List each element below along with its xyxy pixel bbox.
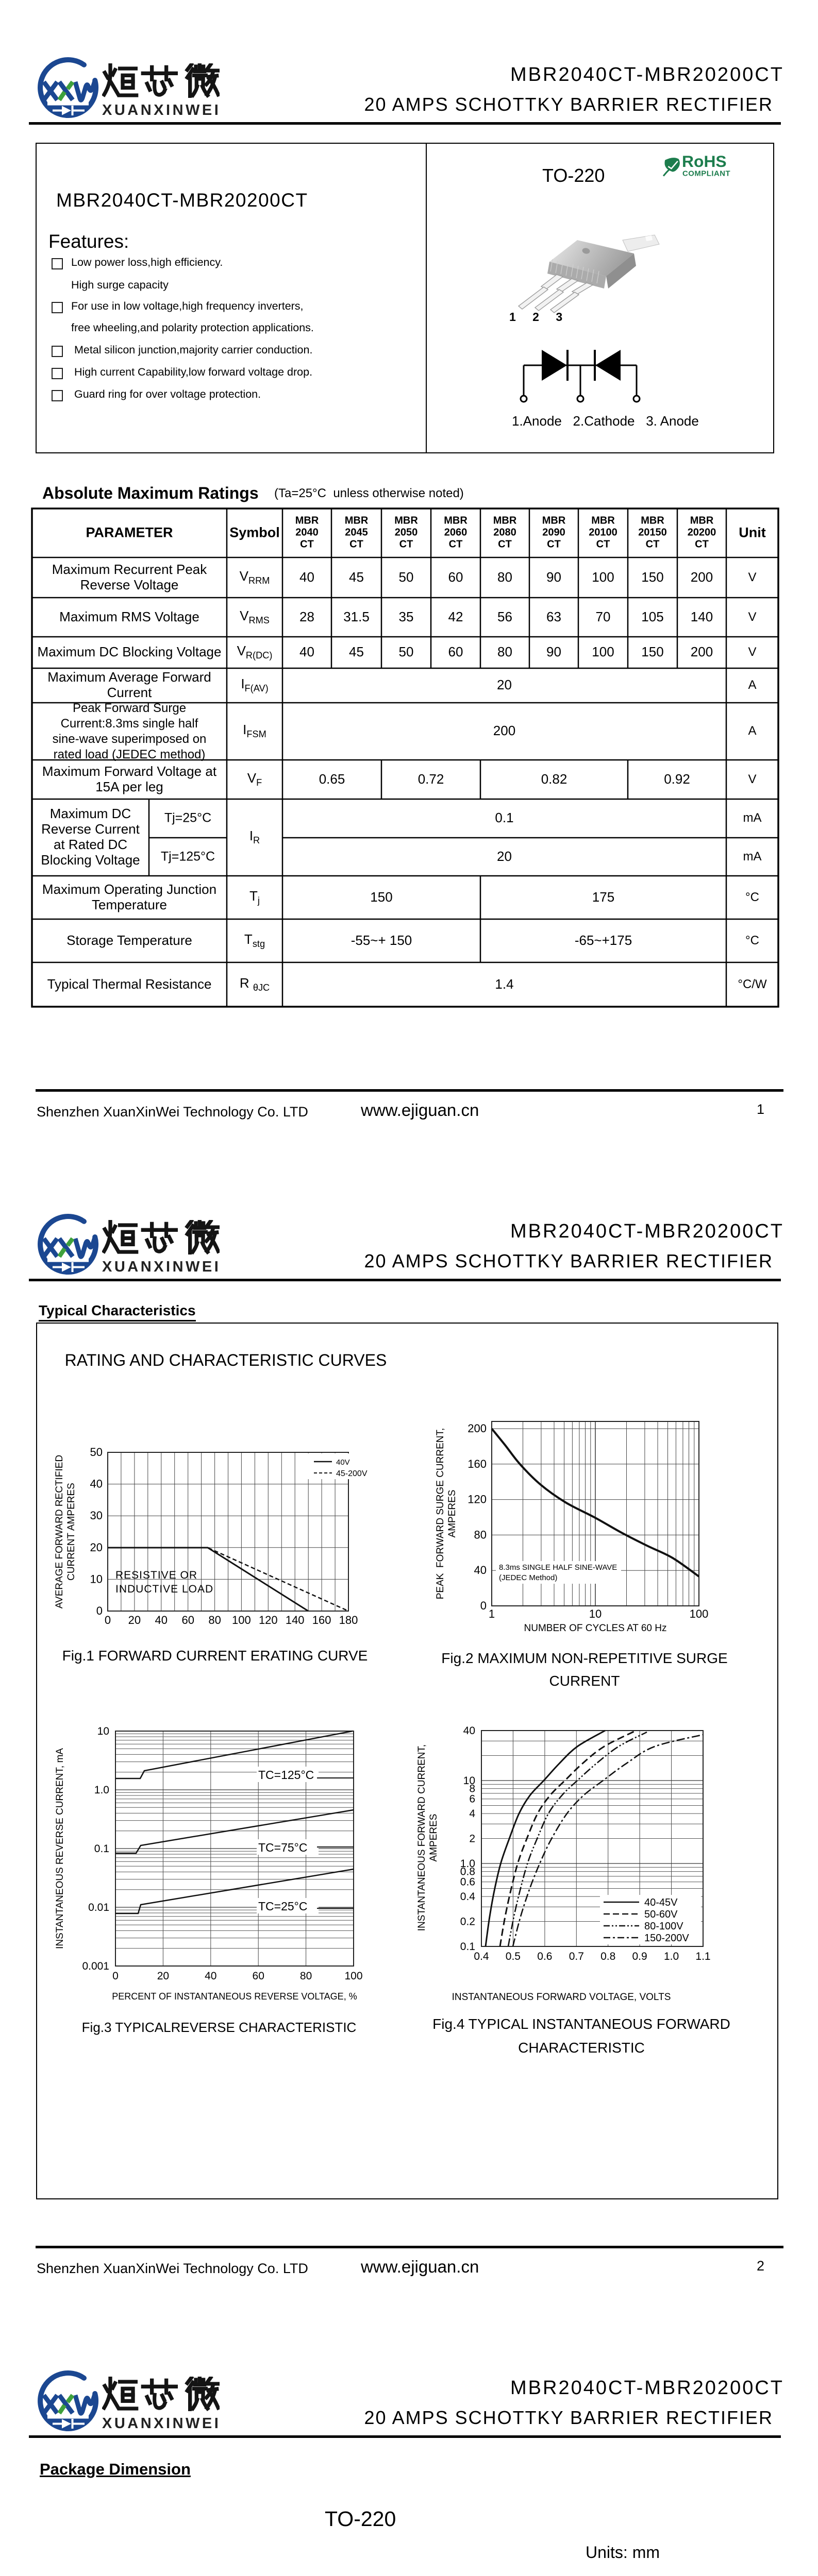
svg-text:40V: 40V xyxy=(336,1458,350,1467)
svg-text:TC=75°C: TC=75°C xyxy=(258,1841,307,1854)
svg-text:8.3ms SINGLE HALF SINE-WAVE: 8.3ms SINGLE HALF SINE-WAVE xyxy=(499,1563,617,1572)
svg-text:80: 80 xyxy=(474,1528,487,1541)
svg-text:160: 160 xyxy=(312,1614,331,1626)
svg-text:50: 50 xyxy=(90,1446,103,1459)
svg-text:40: 40 xyxy=(155,1614,168,1626)
svg-text:80: 80 xyxy=(300,1970,312,1982)
svg-text:0.4: 0.4 xyxy=(474,1951,489,1962)
svg-text:180: 180 xyxy=(339,1614,358,1626)
svg-text:0: 0 xyxy=(105,1614,111,1626)
svg-text:0.2: 0.2 xyxy=(460,1916,475,1928)
svg-text:1: 1 xyxy=(489,1607,495,1620)
svg-text:60: 60 xyxy=(253,1970,264,1982)
svg-text:20: 20 xyxy=(128,1614,141,1626)
svg-text:AMPERES: AMPERES xyxy=(428,1814,439,1862)
svg-text:0.6: 0.6 xyxy=(460,1876,475,1888)
svg-text:100: 100 xyxy=(232,1614,251,1626)
svg-text:0.001: 0.001 xyxy=(82,1960,109,1972)
svg-text:10: 10 xyxy=(97,1725,109,1737)
svg-text:(JEDEC Method): (JEDEC Method) xyxy=(499,1573,557,1582)
svg-text:10: 10 xyxy=(90,1572,103,1585)
svg-text:100: 100 xyxy=(344,1970,362,1982)
svg-text:INSTANTANEOUS FORWARD VOLTAGE,: INSTANTANEOUS FORWARD VOLTAGE, VOLTS xyxy=(452,1992,671,2003)
svg-text:0.5: 0.5 xyxy=(506,1951,521,1962)
svg-text:INDUCTIVE LOAD: INDUCTIVE LOAD xyxy=(115,1583,213,1595)
svg-text:100: 100 xyxy=(690,1607,709,1620)
svg-text:0.9: 0.9 xyxy=(632,1951,647,1962)
svg-text:40: 40 xyxy=(474,1564,487,1577)
svg-text:30: 30 xyxy=(90,1509,103,1522)
svg-text:TC=25°C: TC=25°C xyxy=(258,1900,307,1913)
svg-text:0: 0 xyxy=(480,1599,487,1612)
svg-text:0.7: 0.7 xyxy=(569,1951,584,1962)
svg-text:AMPERES: AMPERES xyxy=(447,1490,458,1538)
svg-text:COMPLIANT: COMPLIANT xyxy=(682,170,730,178)
svg-text:140: 140 xyxy=(286,1614,305,1626)
svg-text:CURRENT AMPERES: CURRENT AMPERES xyxy=(66,1483,77,1581)
svg-text:50-60V: 50-60V xyxy=(644,1909,678,1920)
svg-text:0.8: 0.8 xyxy=(460,1866,475,1878)
svg-text:20: 20 xyxy=(90,1541,103,1554)
svg-text:1.0: 1.0 xyxy=(460,1858,475,1870)
svg-text:PEAK FORWARD SURGE CURRENT,: PEAK FORWARD SURGE CURRENT, xyxy=(435,1428,446,1600)
svg-text:NUMBER OF CYCLES AT 60 Hz: NUMBER OF CYCLES AT 60 Hz xyxy=(524,1623,667,1634)
svg-text:120: 120 xyxy=(259,1614,278,1626)
svg-text:0.01: 0.01 xyxy=(88,1902,109,1913)
svg-text:0.1: 0.1 xyxy=(94,1843,109,1855)
svg-text:0.4: 0.4 xyxy=(460,1891,476,1903)
svg-text:6: 6 xyxy=(469,1793,475,1805)
svg-text:160: 160 xyxy=(468,1458,487,1470)
svg-text:2: 2 xyxy=(469,1833,475,1845)
svg-text:40: 40 xyxy=(463,1725,475,1737)
svg-text:40-45V: 40-45V xyxy=(644,1897,678,1908)
svg-text:200: 200 xyxy=(468,1422,487,1435)
svg-text:60: 60 xyxy=(181,1614,194,1626)
svg-text:1.0: 1.0 xyxy=(94,1784,109,1796)
svg-text:TC=125°C: TC=125°C xyxy=(258,1768,314,1782)
svg-text:120: 120 xyxy=(468,1493,487,1506)
svg-text:40: 40 xyxy=(205,1970,216,1982)
svg-text:0: 0 xyxy=(112,1970,119,1982)
svg-text:INSTANTANEOUS FORWARD CURRENT,: INSTANTANEOUS FORWARD CURRENT, xyxy=(416,1744,427,1931)
svg-text:PERCENT OF INSTANTANEOUS REVER: PERCENT OF INSTANTANEOUS REVERSE VOLTAGE… xyxy=(112,1991,357,2002)
svg-text:0.6: 0.6 xyxy=(537,1951,552,1962)
svg-text:8: 8 xyxy=(469,1783,475,1795)
svg-text:40: 40 xyxy=(90,1478,103,1490)
svg-text:0.1: 0.1 xyxy=(460,1941,475,1953)
svg-text:0.8: 0.8 xyxy=(600,1951,615,1962)
svg-text:80: 80 xyxy=(208,1614,221,1626)
svg-text:150-200V: 150-200V xyxy=(644,1933,689,1944)
svg-text:INSTANTANEOUS REVERSE CURRENT,: INSTANTANEOUS REVERSE CURRENT, mA xyxy=(55,1748,65,1949)
svg-text:1.1: 1.1 xyxy=(695,1951,710,1962)
svg-text:45-200V: 45-200V xyxy=(336,1469,368,1478)
svg-text:4: 4 xyxy=(469,1808,475,1820)
svg-text:20: 20 xyxy=(157,1970,169,1982)
svg-text:AVERAGE FORWARD RECTIFIED: AVERAGE FORWARD RECTIFIED xyxy=(54,1455,65,1608)
svg-text:80-100V: 80-100V xyxy=(644,1921,683,1932)
svg-text:10: 10 xyxy=(589,1607,602,1620)
svg-text:RoHS: RoHS xyxy=(682,152,727,171)
svg-text:0: 0 xyxy=(96,1604,103,1617)
svg-text:RESISTIVE OR: RESISTIVE OR xyxy=(115,1569,197,1581)
svg-text:10: 10 xyxy=(463,1775,475,1787)
svg-text:1.0: 1.0 xyxy=(664,1951,679,1962)
